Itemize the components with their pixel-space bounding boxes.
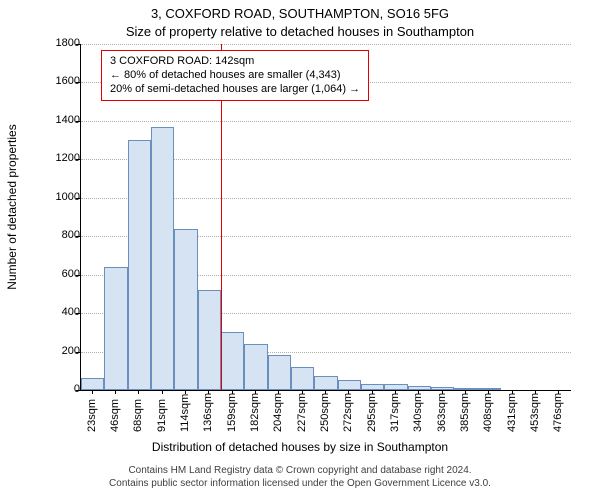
xtick-mark	[162, 390, 163, 394]
xtick-label: 23sqm	[86, 420, 98, 432]
xtick-label: 159sqm	[226, 420, 238, 432]
footer-line: Contains HM Land Registry data © Crown c…	[0, 464, 600, 477]
histogram-bar	[478, 388, 501, 390]
x-axis-label: Distribution of detached houses by size …	[0, 440, 600, 454]
chart-title: Size of property relative to detached ho…	[0, 24, 600, 39]
y-axis-label: Number of detached properties	[5, 57, 19, 357]
ytick-label: 200	[20, 345, 80, 357]
xtick-label: 431sqm	[506, 420, 518, 432]
annotation-line: 3 COXFORD ROAD: 142sqm	[110, 55, 360, 69]
attribution-footer: Contains HM Land Registry data © Crown c…	[0, 464, 600, 490]
xtick-label: 114sqm	[179, 420, 191, 432]
xtick-label: 272sqm	[342, 420, 354, 432]
xtick-label: 46sqm	[109, 420, 121, 432]
xtick-label: 136sqm	[202, 420, 214, 432]
histogram-bar	[128, 140, 151, 390]
histogram-bar	[151, 127, 174, 390]
xtick-label: 340sqm	[412, 420, 424, 432]
xtick-label: 363sqm	[436, 420, 448, 432]
gridline-h	[81, 44, 571, 45]
ytick-label: 1400	[20, 114, 80, 126]
xtick-label: 408sqm	[482, 420, 494, 432]
footer-line: Contains public sector information licen…	[0, 477, 600, 490]
histogram-bar	[291, 367, 314, 390]
ytick-label: 600	[20, 268, 80, 280]
ytick-label: 400	[20, 306, 80, 318]
xtick-mark	[92, 390, 93, 394]
chart-supertitle: 3, COXFORD ROAD, SOUTHAMPTON, SO16 5FG	[0, 6, 600, 21]
annotation-line: 20% of semi-detached houses are larger (…	[110, 83, 360, 97]
histogram-bar	[454, 388, 477, 390]
gridline-h	[81, 121, 571, 122]
ytick-label: 1600	[20, 75, 80, 87]
xtick-label: 385sqm	[459, 420, 471, 432]
xtick-label: 453sqm	[529, 420, 541, 432]
ytick-label: 1800	[20, 37, 80, 49]
xtick-label: 317sqm	[389, 420, 401, 432]
xtick-label: 476sqm	[552, 420, 564, 432]
ytick-label: 0	[20, 383, 80, 395]
histogram-bar	[361, 384, 384, 390]
xtick-label: 227sqm	[296, 420, 308, 432]
xtick-mark	[138, 390, 139, 394]
xtick-label: 204sqm	[272, 420, 284, 432]
histogram-bar	[174, 229, 197, 390]
histogram-bar	[384, 384, 407, 390]
annotation-box: 3 COXFORD ROAD: 142sqm← 80% of detached …	[101, 50, 369, 101]
ytick-label: 1200	[20, 152, 80, 164]
plot-area: 3 COXFORD ROAD: 142sqm← 80% of detached …	[80, 44, 571, 391]
histogram-bar	[338, 380, 361, 390]
histogram-bar	[431, 387, 454, 390]
histogram-bar	[221, 332, 244, 390]
ytick-label: 800	[20, 229, 80, 241]
histogram-bar	[408, 386, 431, 390]
xtick-label: 91sqm	[156, 420, 168, 432]
histogram-bar	[198, 290, 221, 390]
annotation-line: ← 80% of detached houses are smaller (4,…	[110, 69, 360, 83]
histogram-bar	[314, 376, 337, 390]
xtick-label: 182sqm	[249, 420, 261, 432]
histogram-bar	[104, 267, 127, 390]
xtick-label: 250sqm	[319, 420, 331, 432]
ytick-label: 1000	[20, 191, 80, 203]
xtick-mark	[115, 390, 116, 394]
xtick-label: 68sqm	[132, 420, 144, 432]
xtick-label: 295sqm	[366, 420, 378, 432]
histogram-bar	[268, 355, 291, 390]
histogram-bar	[244, 344, 267, 390]
histogram-bar	[81, 378, 104, 390]
